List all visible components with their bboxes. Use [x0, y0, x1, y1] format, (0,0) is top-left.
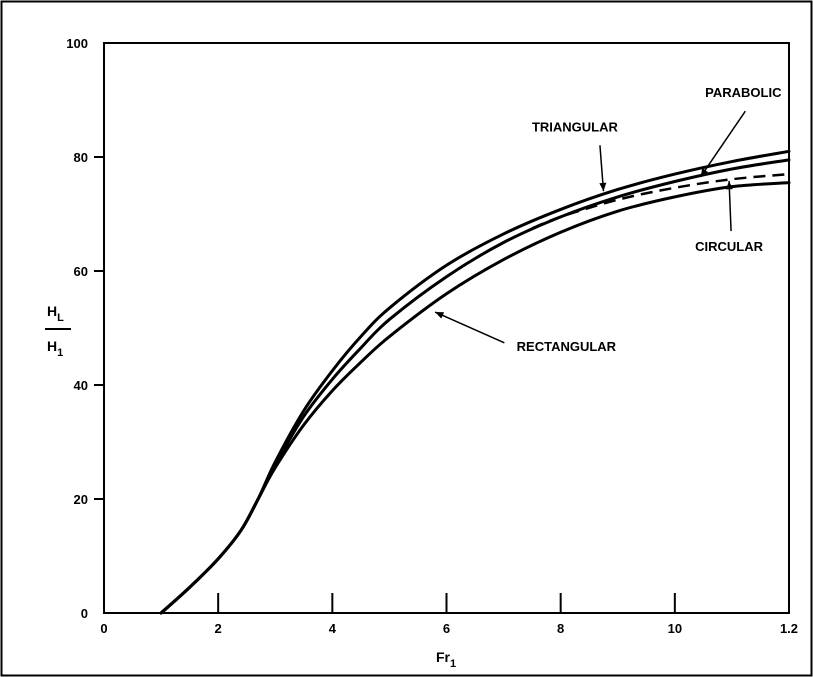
- x-tick-label-3: 6: [443, 621, 450, 636]
- axis-ticks: [94, 156, 676, 613]
- x-tick-label-2: 4: [329, 621, 337, 636]
- annotation-arrowhead-parabolic: [700, 168, 709, 177]
- annotation-label-parabolic: PARABOLIC: [705, 85, 782, 100]
- y-tick-label-3: 60: [74, 264, 88, 279]
- x-axis-title-main: Fr: [436, 649, 451, 665]
- y-axis-title-denominator: H1: [47, 338, 63, 359]
- annotation-arrowhead-rectangular: [435, 312, 445, 319]
- y-axis-title-numerator: HL: [47, 303, 64, 324]
- x-axis-title-sub: 1: [450, 658, 456, 670]
- annotation-leader-parabolic: [699, 110, 746, 178]
- y-tick-label-4: 80: [74, 150, 88, 165]
- y-axis-den-main: H: [47, 338, 57, 354]
- y-tick-label-5: 100: [66, 36, 88, 51]
- curve-annotations: TRIANGULAR PARABOLIC CIRCULAR RECTANGULAR: [434, 85, 782, 354]
- plot-area: [103, 42, 790, 614]
- y-tick-label-1: 20: [74, 492, 88, 507]
- annotation-arrowhead-triangular: [599, 182, 607, 192]
- annotation-label-triangular: TRIANGULAR: [532, 119, 619, 134]
- x-tick-label-0: 0: [100, 621, 107, 636]
- annotation-leader-circular: [728, 180, 732, 232]
- x-tick-label-4: 8: [557, 621, 564, 636]
- series-line-rectangular: [159, 181, 791, 615]
- y-tick-label-2: 40: [74, 378, 88, 393]
- y-tick-label-0: 0: [81, 606, 88, 621]
- axis-tick-labels: 0 2 4 6 8 10 1.2 0 20 40 60 80 100: [66, 36, 798, 636]
- y-axis-num-main: H: [47, 303, 57, 319]
- annotation-label-circular: CIRCULAR: [695, 239, 763, 254]
- series-curves: [159, 149, 791, 615]
- y-axis-den-sub: 1: [57, 347, 63, 359]
- series-line-circular: [531, 172, 790, 230]
- annotation-arrowhead-circular: [725, 180, 733, 190]
- y-axis-num-sub: L: [57, 312, 64, 324]
- series-line-triangular: [159, 149, 791, 615]
- y-axis-title: HL H1: [45, 303, 71, 359]
- x-tick-label-6: 1.2: [780, 621, 798, 636]
- x-tick-label-5: 10: [668, 621, 682, 636]
- annotation-label-rectangular: RECTANGULAR: [517, 339, 617, 354]
- annotation-leader-rectangular: [434, 311, 505, 344]
- x-tick-label-1: 2: [215, 621, 222, 636]
- x-axis-title: Fr1: [436, 649, 456, 670]
- series-line-parabolic: [159, 158, 791, 615]
